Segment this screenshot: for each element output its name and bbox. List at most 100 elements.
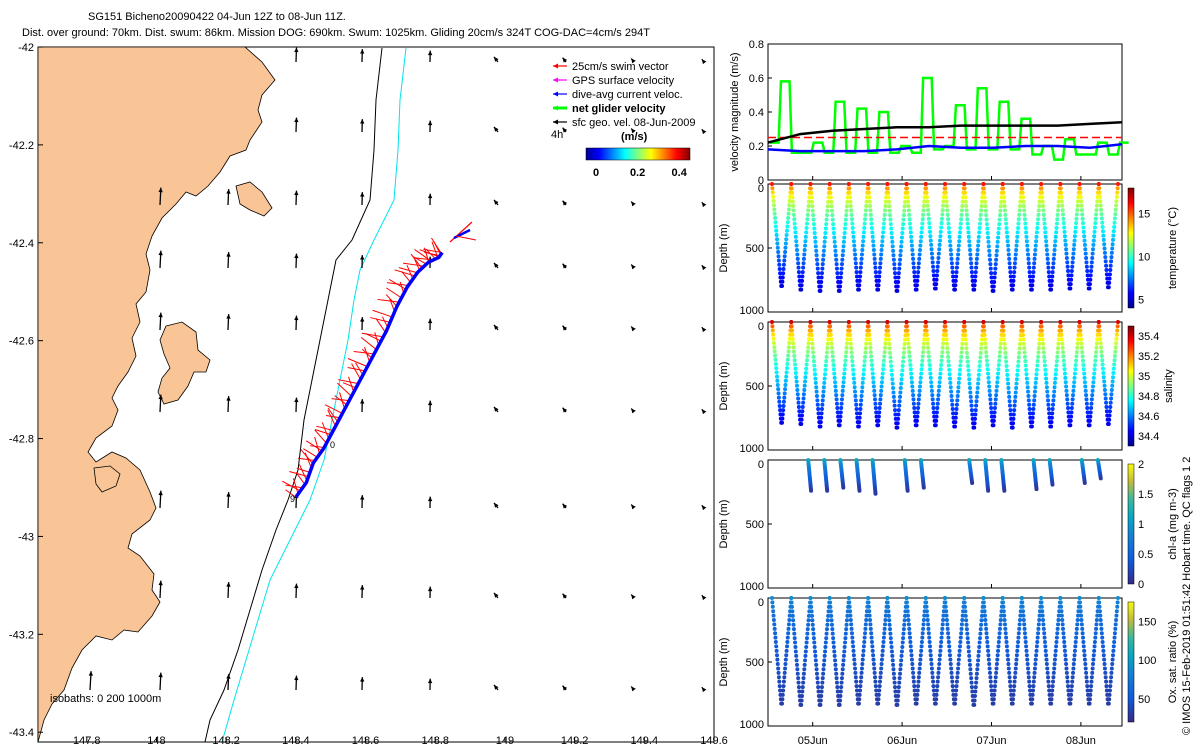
profile-dot (891, 253, 896, 258)
time-tick-label: 07Jun (976, 735, 1006, 747)
profile-dot (938, 644, 943, 649)
profile-dot (1047, 274, 1052, 279)
profile-dot (890, 658, 895, 663)
profile-dot (934, 692, 939, 697)
profile-dot (846, 182, 851, 186)
profile-dot (1115, 604, 1120, 609)
profile-dot (1024, 653, 1029, 658)
geo-arrowhead (360, 255, 365, 260)
profile-dot (1014, 248, 1019, 253)
legend-label: GPS surface velocity (572, 75, 675, 87)
profile-dot (776, 258, 781, 263)
profile-dot (1002, 342, 1007, 347)
profile-dot (1020, 324, 1025, 329)
profile-dot (1070, 264, 1075, 269)
profile-dot (1112, 216, 1117, 221)
profile-dot (876, 692, 881, 697)
profile-dot (824, 213, 829, 218)
profile-dot (945, 350, 950, 355)
profile-dot (853, 389, 858, 394)
profile-dot (916, 684, 921, 689)
profile-dot (1084, 679, 1089, 684)
profile-dot (911, 675, 916, 680)
profile-dot (890, 239, 895, 244)
profile-dot (1093, 631, 1098, 636)
profile-dot (931, 273, 936, 278)
profile-dot (1012, 675, 1017, 680)
profile-dot (822, 380, 827, 385)
profile-dot (1003, 631, 1008, 636)
profile-dot (1037, 613, 1042, 618)
profile-dot (1049, 420, 1054, 425)
profile-dot (983, 622, 988, 627)
profile-dot (966, 226, 971, 231)
profile-dot (930, 260, 935, 265)
profile-dot (806, 613, 811, 618)
map-plot-area: 9 0 isobaths: 0 200 1000m (38, 47, 707, 742)
profile-dot (977, 644, 982, 649)
profile-dot (1099, 207, 1104, 212)
profile-dot (959, 346, 964, 351)
profile-dot (794, 243, 799, 248)
profile-dot (783, 378, 788, 383)
profile-dot (785, 357, 790, 362)
profile-dot (957, 644, 962, 649)
profile-dot (954, 411, 959, 416)
profile-dot (866, 600, 871, 605)
profile-dot (896, 685, 901, 690)
profile-dot (1051, 675, 1056, 680)
profile-dot (1031, 270, 1036, 275)
profile-dot (956, 252, 961, 257)
profile-dot (939, 221, 944, 226)
profile-dot (1051, 670, 1056, 675)
profile-dot (830, 631, 835, 636)
profile-dot (993, 262, 998, 267)
profile-dot (1084, 675, 1089, 680)
profile-dot (821, 389, 826, 394)
profile-dot (919, 226, 924, 231)
profile-dot (984, 631, 989, 636)
profile-dot (864, 204, 869, 209)
profile-dot (902, 208, 907, 213)
profile-dot (1046, 398, 1051, 403)
colorbar-tick-label: 0 (1138, 579, 1144, 591)
profile-dot (835, 275, 840, 280)
profile-dot (1077, 596, 1082, 600)
profile-dot (1021, 618, 1026, 623)
legend-label: dive-avg current veloc. (572, 89, 683, 101)
profile-dot (940, 626, 945, 631)
profile-dot (963, 199, 968, 204)
profile-dot (1026, 398, 1031, 403)
profile-dot (1079, 208, 1084, 213)
profile-dot (791, 212, 796, 217)
profile-dot (793, 234, 798, 239)
profile-dot (1007, 261, 1012, 266)
profile-frame (767, 183, 1123, 313)
profile-dot (919, 371, 924, 376)
profile-dot (1087, 697, 1092, 702)
profile-dot (811, 359, 816, 364)
profile-dot (879, 252, 884, 257)
profile-dot (904, 600, 909, 605)
profile-dot (1047, 688, 1052, 693)
profile-dot (819, 689, 824, 694)
profile-dot (882, 631, 887, 636)
profile-dot (861, 239, 866, 244)
profile-dot (1018, 337, 1023, 342)
profile-ytick-label: 500 (746, 657, 764, 669)
profile-dot (808, 320, 813, 324)
colorbar-tick-label: 34.6 (1138, 411, 1159, 423)
profile-dot (775, 378, 780, 383)
profile-dot (863, 622, 868, 627)
profile-dot (986, 375, 991, 380)
profile-dot (1065, 397, 1070, 402)
profile-dot (950, 679, 955, 684)
colorbar-label: salinity (1163, 369, 1175, 403)
profile-dot (829, 622, 834, 627)
profile-dot (956, 380, 961, 385)
swim-vector (364, 346, 371, 363)
profile-dot (1064, 247, 1069, 252)
profile-dot (1006, 252, 1011, 257)
profile-dot (1004, 640, 1009, 645)
profile-dot (809, 199, 814, 204)
